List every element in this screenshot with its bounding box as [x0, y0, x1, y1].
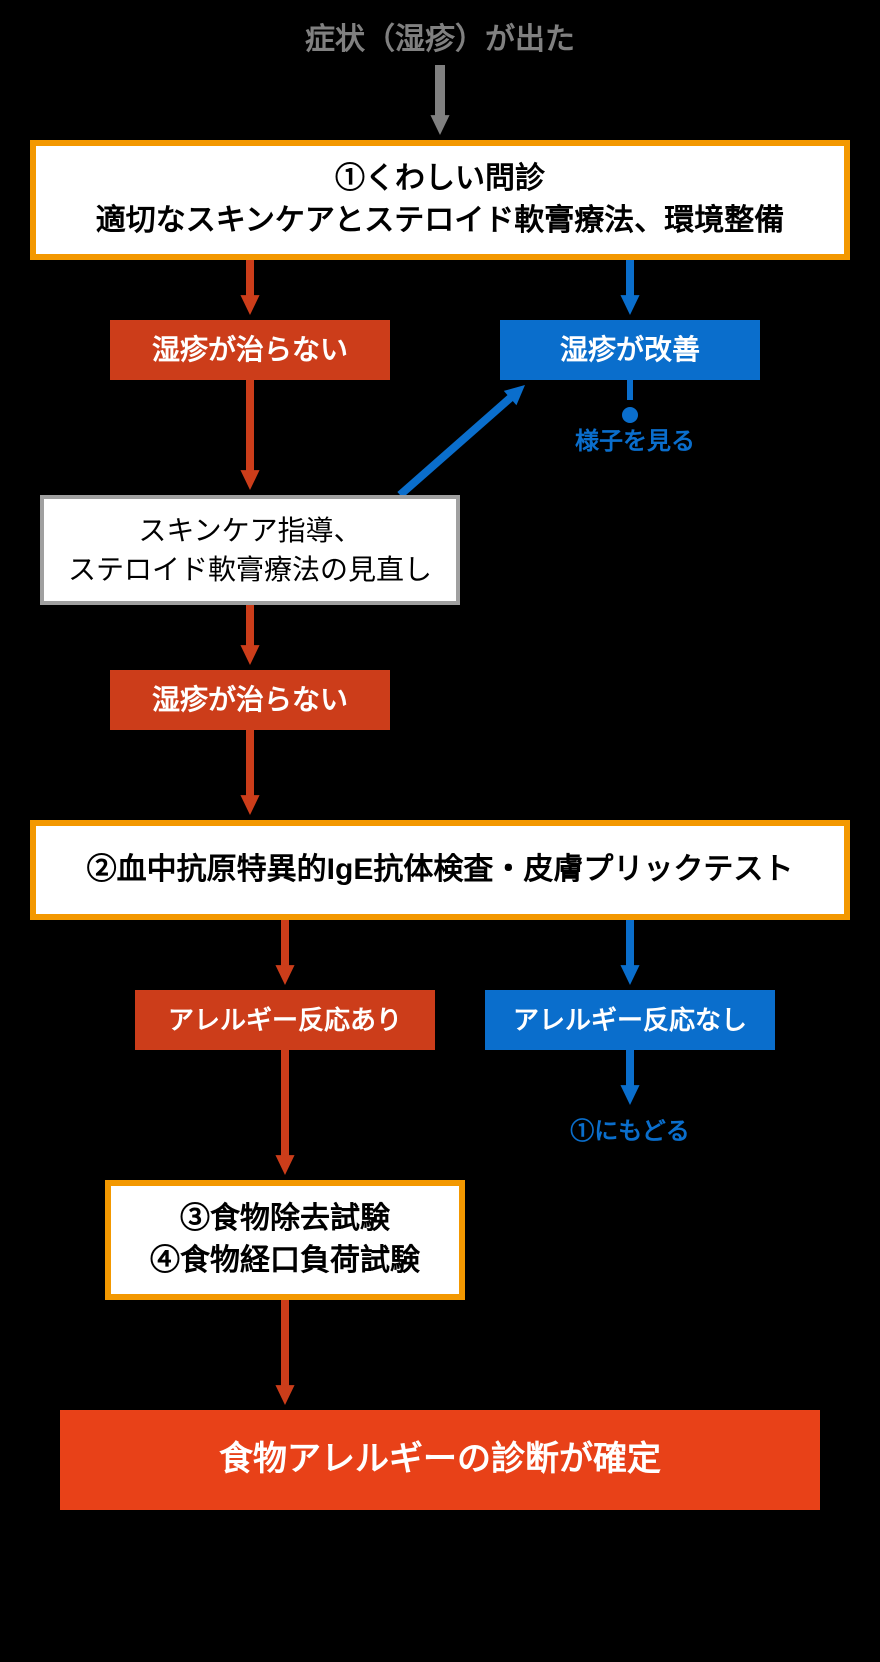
node-step2: ②血中抗原特異的IgE抗体検査・皮膚プリックテスト — [30, 820, 850, 920]
flowchart-canvas: 症状（湿疹）が出た ①くわしい問診 適切なスキンケアとステロイド軟膏療法、環境整備… — [0, 0, 880, 1662]
node-step1: ①くわしい問診 適切なスキンケアとステロイド軟膏療法、環境整備 — [30, 140, 850, 260]
node-start: 症状（湿疹）が出た — [240, 15, 640, 65]
node-watch: 様子を見る — [485, 425, 785, 459]
node-allergyN: アレルギー反応なし — [485, 990, 775, 1050]
node-back1: ①にもどる — [480, 1115, 780, 1149]
node-step34: ③食物除去試験 ④食物経口負荷試験 — [105, 1180, 465, 1300]
node-allergyY: アレルギー反応あり — [135, 990, 435, 1050]
node-skincare: スキンケア指導、 ステロイド軟膏療法の見直し — [40, 495, 460, 605]
node-notHeal1: 湿疹が治らない — [110, 320, 390, 380]
node-improve: 湿疹が改善 — [500, 320, 760, 380]
node-notHeal2: 湿疹が治らない — [110, 670, 390, 730]
node-final: 食物アレルギーの診断が確定 — [60, 1410, 820, 1510]
